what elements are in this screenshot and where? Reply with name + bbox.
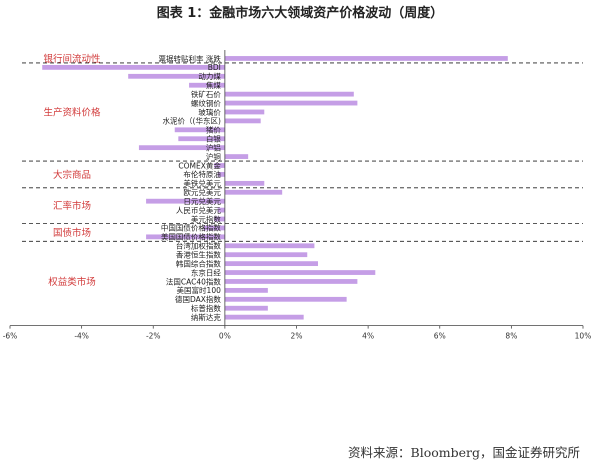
bar-18 xyxy=(214,216,225,222)
x-tick-label-7: 8% xyxy=(505,332,517,341)
bar-6 xyxy=(224,109,265,115)
bar-27 xyxy=(224,296,347,302)
category-label-8: 猪价 xyxy=(206,125,221,135)
category-label-11: 沪铜 xyxy=(206,151,221,161)
bar-22 xyxy=(224,252,308,258)
bar-23 xyxy=(224,261,318,267)
bar-26 xyxy=(224,287,268,293)
bar-5 xyxy=(224,100,358,106)
bar-14 xyxy=(224,180,265,186)
category-label-12: COMEX黄金 xyxy=(178,160,221,170)
group-label-3: 汇率市场 xyxy=(53,200,91,212)
category-label-26: 美国富时100 xyxy=(177,285,222,295)
bar-29 xyxy=(224,314,304,320)
category-label-21: 台湾加权指数 xyxy=(176,241,221,251)
category-label-25: 法国CAC40指数 xyxy=(166,276,222,286)
bar-7 xyxy=(224,118,261,124)
category-label-5: 螺纹钢价 xyxy=(191,98,221,108)
category-label-14: 美铁兑美元 xyxy=(183,178,221,188)
category-label-1: BDI xyxy=(208,63,221,72)
category-label-23: 韩国综合指数 xyxy=(176,258,221,268)
bar-9 xyxy=(178,136,225,142)
category-label-20: 美国国债价格指数 xyxy=(161,232,221,242)
group-label-0: 银行间流动性 xyxy=(43,53,101,65)
category-label-28: 标普指数 xyxy=(191,303,221,313)
bar-15 xyxy=(224,189,283,195)
chart-title: 图表 1：金融市场六大领域资产价格波动（周度） xyxy=(156,6,444,21)
x-tick-label-5: 4% xyxy=(362,332,374,341)
x-tick-label-8: 10% xyxy=(575,332,592,341)
category-label-4: 铁矿石价 xyxy=(191,89,221,99)
category-label-27: 德国DAX指数 xyxy=(175,294,221,304)
x-tick-label-3: 0% xyxy=(219,332,231,341)
bar-10 xyxy=(138,145,225,151)
bar-21 xyxy=(224,243,315,249)
x-tick-label-6: 6% xyxy=(434,332,446,341)
bar-4 xyxy=(224,91,354,97)
bar-11 xyxy=(224,154,249,159)
category-label-0: 票据转贴利率 涨跌 xyxy=(158,53,221,63)
category-label-6: 玻璃价 xyxy=(198,107,221,117)
x-tick-label-2: -2% xyxy=(146,332,161,341)
bar-24 xyxy=(224,270,376,275)
bar-0 xyxy=(224,56,508,61)
bar-17 xyxy=(217,207,225,213)
x-tick-label-1: -4% xyxy=(74,332,89,341)
category-label-17: 人民币兑美元 xyxy=(176,205,221,215)
category-label-16: 日元兑美元 xyxy=(183,196,221,206)
x-tick-label-4: 2% xyxy=(291,332,303,341)
category-label-29: 纳斯达克 xyxy=(191,312,221,322)
bar-chart: 票据转贴利率 涨跌BDI动力煤焦煤铁矿石价螺纹钢价玻璃价水泥价（(华东区)猪价白… xyxy=(3,50,592,341)
bar-3 xyxy=(189,82,225,88)
category-label-2: 动力煤 xyxy=(198,71,221,81)
category-label-9: 白银 xyxy=(206,134,221,144)
category-label-7: 水泥价（(华东区) xyxy=(163,116,221,126)
group-label-5: 权益类市场 xyxy=(48,276,96,288)
category-label-18: 美元指数 xyxy=(191,214,221,224)
category-label-22: 香港恒生指数 xyxy=(176,250,221,260)
bar-12 xyxy=(214,163,225,168)
bar-19 xyxy=(203,225,225,231)
bar-13 xyxy=(217,172,225,177)
category-label-10: 沪铝 xyxy=(206,142,221,152)
source-note: 资料来源：Bloomberg，国金证券研究所 xyxy=(348,445,580,460)
category-label-15: 欧元兑美元 xyxy=(183,187,221,197)
bar-1 xyxy=(42,64,225,70)
category-label-24: 东京日经 xyxy=(191,267,221,277)
category-label-13: 布伦特原油 xyxy=(183,169,221,179)
group-label-2: 大宗商品 xyxy=(53,169,91,181)
group-label-4: 国债市场 xyxy=(53,227,91,239)
x-tick-label-0: -6% xyxy=(3,332,18,341)
bar-25 xyxy=(224,279,358,284)
bar-16 xyxy=(146,198,225,204)
category-label-19: 中国国债价格指数 xyxy=(161,223,221,233)
bar-20 xyxy=(146,234,225,240)
group-label-1: 生产资料价格 xyxy=(43,106,101,118)
bar-2 xyxy=(128,73,225,79)
bar-8 xyxy=(174,127,225,133)
category-label-3: 焦煤 xyxy=(206,80,221,90)
bar-28 xyxy=(224,305,268,311)
